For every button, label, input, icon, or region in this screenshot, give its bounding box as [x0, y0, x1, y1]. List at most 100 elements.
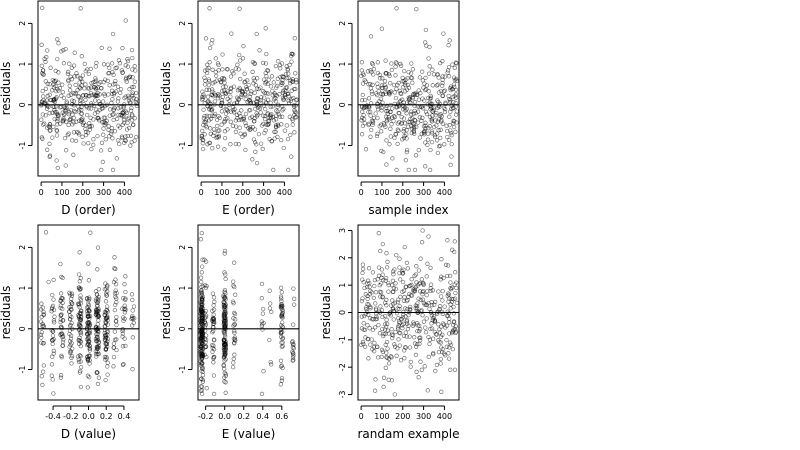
data-point: [63, 46, 68, 52]
data-point: [96, 351, 102, 357]
data-point: [429, 313, 434, 318]
data-point: [397, 306, 402, 312]
data-point: [283, 95, 288, 100]
data-point: [209, 41, 214, 46]
data-point: [95, 93, 100, 98]
data-point: [375, 84, 380, 90]
data-point: [390, 278, 396, 283]
data-point: [416, 147, 421, 153]
data-point: [419, 367, 424, 372]
data-point: [94, 60, 99, 66]
data-point: [280, 80, 285, 86]
data-point: [401, 333, 407, 339]
y-axis-title: residuals: [319, 62, 333, 116]
data-point: [360, 296, 365, 301]
data-point: [278, 331, 284, 336]
data-point: [114, 296, 119, 301]
data-point: [382, 322, 388, 327]
data-point: [412, 167, 418, 173]
data-point: [280, 88, 286, 94]
data-point: [416, 268, 422, 273]
data-point: [198, 307, 204, 312]
data-point: [388, 134, 393, 139]
data-point: [360, 81, 366, 86]
data-point: [98, 86, 104, 91]
data-point: [402, 295, 407, 300]
data-point: [95, 338, 100, 343]
y-axis-title: residuals: [159, 286, 173, 340]
data-point: [445, 68, 451, 73]
data-point: [403, 82, 408, 88]
data-point: [280, 315, 285, 320]
data-point: [416, 296, 421, 301]
data-point: [409, 282, 414, 288]
data-point: [87, 121, 92, 126]
data-point: [48, 128, 53, 133]
data-point: [40, 136, 45, 141]
data-point: [116, 112, 121, 118]
data-point: [79, 111, 84, 116]
data-point: [258, 110, 263, 115]
data-point: [413, 272, 419, 277]
data-point: [406, 167, 411, 173]
data-point: [440, 121, 445, 126]
data-point: [278, 358, 284, 363]
data-point: [381, 384, 386, 390]
data-point: [66, 77, 71, 83]
data-point: [362, 121, 367, 126]
data-point: [361, 117, 367, 122]
data-point: [237, 6, 242, 11]
y-tick-label: 1: [18, 286, 27, 291]
data-point: [222, 366, 227, 372]
data-point: [222, 338, 227, 343]
data-point: [67, 83, 72, 88]
data-point: [260, 113, 266, 118]
data-point: [410, 94, 415, 100]
data-point: [88, 230, 93, 235]
data-point: [41, 340, 46, 346]
x-tick-label: 0.0: [218, 412, 231, 421]
data-point: [428, 282, 434, 287]
data-point: [389, 122, 394, 127]
data-point: [248, 91, 253, 96]
data-point: [200, 141, 205, 146]
data-point: [452, 119, 457, 124]
data-point: [119, 68, 124, 73]
data-point: [62, 135, 68, 141]
data-point: [425, 137, 431, 142]
data-point: [258, 141, 264, 146]
data-point: [374, 133, 380, 139]
data-point: [397, 303, 402, 309]
data-point: [110, 97, 115, 102]
data-point: [428, 326, 433, 332]
data-point: [279, 305, 284, 310]
data-point: [130, 308, 135, 313]
data-point: [267, 288, 272, 293]
y-tick-label: 1: [178, 62, 187, 67]
data-point: [442, 351, 447, 356]
data-point: [402, 356, 407, 361]
y-tick-label: 1: [338, 62, 347, 67]
data-point: [96, 339, 102, 344]
data-point: [279, 296, 284, 301]
residual-plot-4: -0.4 -0.2 0.0 0.2 0.4D (value) -1 0 1 2 residuals: [0, 224, 140, 441]
data-point: [383, 91, 388, 96]
data-point: [60, 339, 66, 345]
data-point: [40, 122, 46, 127]
data-point: [369, 118, 375, 123]
data-point: [400, 326, 405, 331]
data-point: [452, 249, 457, 255]
data-point: [273, 92, 278, 98]
data-point: [365, 278, 371, 283]
data-point: [450, 247, 455, 252]
data-point: [393, 281, 398, 286]
data-point: [237, 52, 242, 58]
data-point: [375, 115, 380, 121]
data-point: [73, 109, 78, 115]
data-point: [403, 158, 409, 163]
data-point: [199, 279, 204, 285]
data-point: [223, 380, 228, 385]
data-point: [200, 377, 205, 383]
x-tick-label: 200: [235, 188, 250, 197]
data-point: [431, 107, 437, 113]
